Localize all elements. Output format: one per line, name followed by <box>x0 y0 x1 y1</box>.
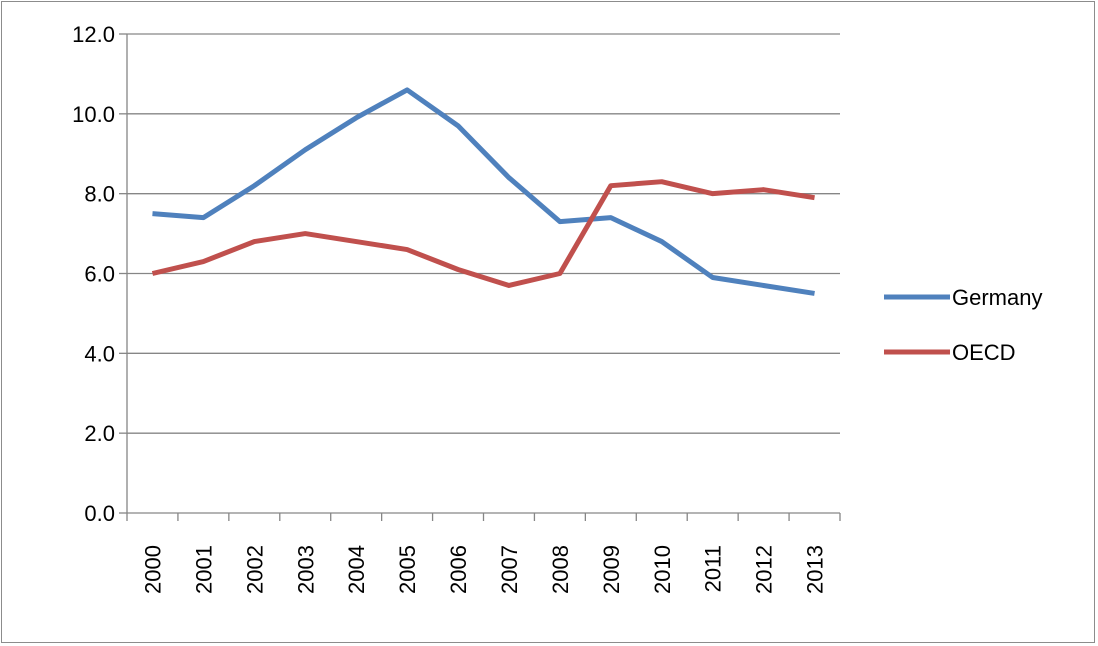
y-tick-label: 8.0 <box>84 182 115 207</box>
x-tick-label: 2010 <box>650 545 675 594</box>
x-tick-label: 2009 <box>599 545 624 594</box>
series-line-oecd <box>151 179 815 288</box>
x-tick-label: 2005 <box>395 545 420 594</box>
x-tick-label: 2008 <box>548 545 573 594</box>
series-lines <box>151 87 815 296</box>
x-tick-label: 2013 <box>803 545 828 594</box>
x-tick-label: 2003 <box>293 545 318 594</box>
legend: Germany OECD <box>884 285 1042 365</box>
y-tick-label: 4.0 <box>84 341 115 366</box>
y-tick-label: 10.0 <box>72 102 115 127</box>
gridlines <box>127 33 840 434</box>
y-tick-label: 12.0 <box>72 22 115 47</box>
x-tick-label: 2006 <box>446 545 471 594</box>
x-tick-label: 2007 <box>497 545 522 594</box>
y-tick-labels: 0.0 2.0 4.0 6.0 8.0 10.0 12.0 <box>72 22 115 526</box>
x-tick-label: 2001 <box>191 545 216 594</box>
x-tick-label: 2004 <box>344 545 369 594</box>
y-tick-label: 2.0 <box>84 421 115 446</box>
y-tick-label: 0.0 <box>84 501 115 526</box>
x-tick-label: 2002 <box>242 545 267 594</box>
x-tick-label: 2000 <box>140 545 165 594</box>
x-tick-label: 2011 <box>701 545 726 592</box>
x-tick-label: 2012 <box>752 545 777 594</box>
legend-label-germany: Germany <box>952 285 1042 310</box>
y-tick-label: 6.0 <box>84 262 115 287</box>
x-tick-labels: 2000 2001 2002 2003 2004 2005 2006 2007 2008 2009… <box>140 545 827 594</box>
series-line-germany <box>152 87 815 296</box>
axes <box>119 33 841 521</box>
legend-label-oecd: OECD <box>952 340 1016 365</box>
